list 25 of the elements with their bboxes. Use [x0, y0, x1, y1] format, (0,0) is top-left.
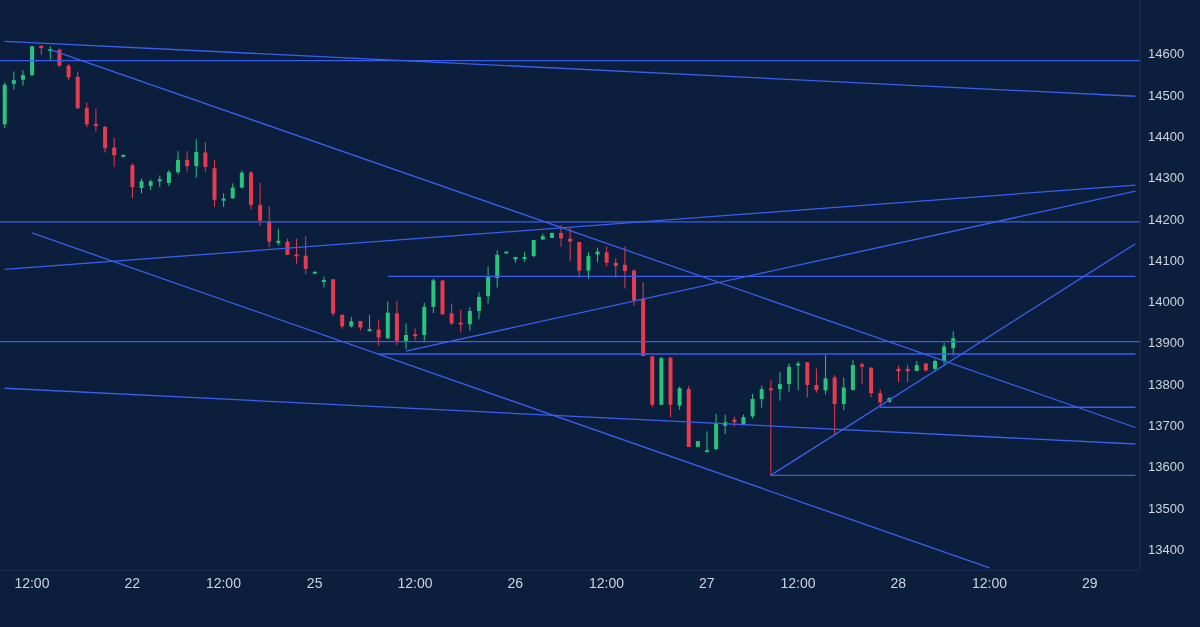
x-tick-label: 12:00 — [205, 574, 242, 591]
x-tick-label: 12:00 — [780, 574, 816, 591]
y-tick-label: 13500 — [1148, 500, 1185, 516]
y-tick-label: 14300 — [1148, 170, 1185, 186]
y-tick-label: 13400 — [1148, 541, 1185, 557]
x-tick-label: 28 — [890, 574, 907, 591]
y-tick-label: 14600 — [1148, 46, 1185, 62]
x-tick-label: 12:00 — [14, 574, 50, 591]
x-tick-label: 12:00 — [588, 574, 625, 591]
y-tick-label: 13900 — [1148, 335, 1185, 351]
x-tick-label: 12:00 — [397, 574, 433, 591]
y-tick-label: 14400 — [1148, 128, 1185, 144]
x-tick-label: 22 — [124, 574, 141, 591]
x-tick-label: 25 — [306, 574, 323, 591]
x-tick-label: 27 — [699, 574, 715, 591]
y-tick-label: 13600 — [1148, 459, 1185, 475]
y-tick-label: 14200 — [1148, 211, 1185, 227]
x-tick-label: 29 — [1082, 574, 1098, 591]
y-tick-label: 14500 — [1148, 87, 1185, 103]
x-tick-label: 12:00 — [972, 574, 1008, 591]
y-tick-label: 14000 — [1148, 294, 1185, 310]
y-tick-label: 14100 — [1148, 252, 1185, 268]
x-tick-label: 26 — [507, 574, 524, 591]
y-tick-label: 13800 — [1148, 376, 1185, 392]
y-tick-label: 13700 — [1148, 418, 1185, 434]
